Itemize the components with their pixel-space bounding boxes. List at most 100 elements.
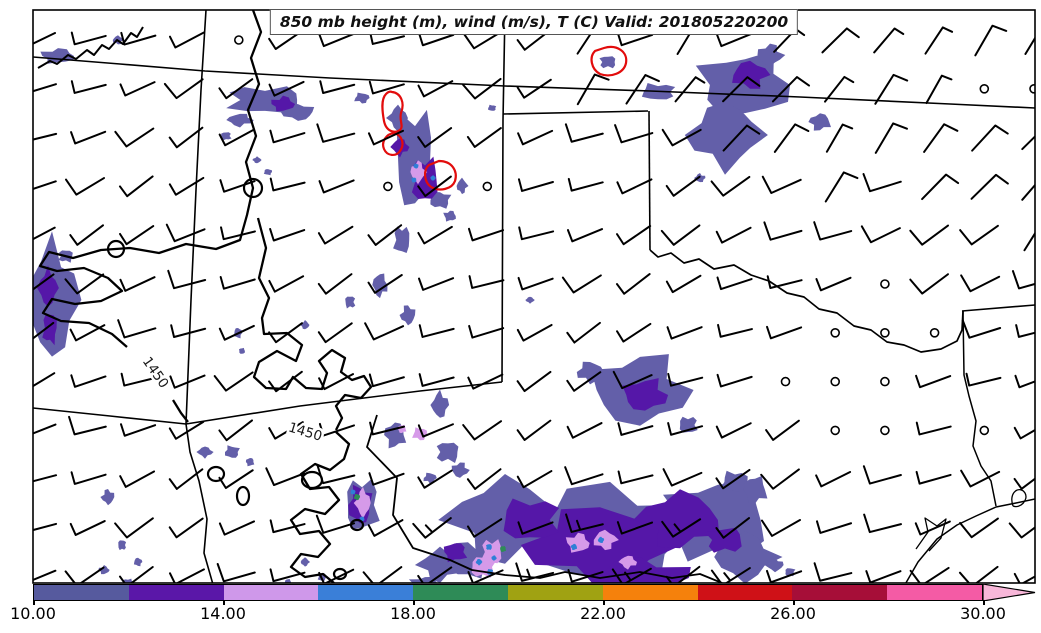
wind-barb: [33, 372, 56, 391]
wind-barb: [33, 123, 58, 143]
wind-barb: [921, 173, 960, 201]
wind-barb: [612, 370, 653, 390]
wind-barb: [667, 422, 704, 436]
temperature-fill-blob: [808, 113, 831, 131]
wind-barb: [1011, 270, 1035, 290]
temperature-fill-blob: [438, 474, 560, 564]
wind-barb: [33, 226, 56, 244]
wind-barb: [69, 324, 106, 342]
wind-barb: [64, 566, 105, 583]
wind-barb: [168, 126, 204, 149]
wind-barb: [773, 123, 810, 153]
wind-barb: [317, 322, 353, 344]
wind-barb: [114, 517, 154, 539]
wind-barb: [517, 521, 554, 535]
wind-barb: [467, 227, 505, 242]
wind-barb: [763, 221, 803, 241]
temperature-fill-blob: [443, 543, 468, 563]
wind-barb: [167, 269, 207, 290]
wind-barb: [64, 273, 105, 295]
temperature-fill-blob: [271, 95, 296, 112]
wind-barb: [611, 567, 652, 583]
wind-barb: [909, 224, 950, 246]
colorbar-tick: [983, 600, 985, 605]
wind-barb: [468, 275, 505, 289]
wind-barb: [874, 122, 908, 154]
wind-barb: [566, 321, 601, 344]
wind-barb: [119, 276, 156, 292]
wind-barb: [316, 464, 356, 485]
calm-wind-circle: [979, 84, 990, 94]
colorbar-arrow-tip: [983, 584, 1036, 601]
wind-barb: [873, 27, 905, 54]
wind-barb: [661, 518, 702, 538]
wind-barb: [114, 127, 155, 148]
wind-barb: [760, 468, 800, 490]
calm-wind-circle: [780, 376, 791, 387]
temperature-fill-blob: [300, 557, 311, 567]
temperature-fill-blob: [133, 557, 143, 567]
colorbar-tick: [603, 600, 605, 605]
temperature-fill-blob: [491, 555, 497, 561]
temperature-fill-blob: [354, 493, 361, 501]
temperature-fill-blob: [37, 265, 59, 307]
temperature-shading-layer: [33, 35, 831, 583]
height-contour: [289, 431, 351, 583]
wind-barb: [70, 130, 107, 145]
wind-barb: [1013, 468, 1035, 490]
wind-barb: [368, 472, 405, 486]
wind-barb: [318, 568, 355, 583]
wind-barb: [617, 470, 654, 485]
wind-barb: [168, 517, 204, 539]
wind-barb: [971, 124, 1009, 152]
wind-barb: [815, 276, 852, 292]
height-contour-label: 1450: [139, 354, 172, 391]
wind-barb: [761, 175, 802, 194]
colorbar-tick: [33, 600, 35, 605]
wind-barb: [368, 373, 405, 388]
wind-barb: [824, 171, 859, 203]
wind-barb: [1013, 421, 1035, 440]
calm-wind-circle: [929, 327, 940, 338]
wind-barb: [616, 225, 652, 246]
wind-barb: [561, 274, 602, 294]
temperature-fill-blob: [350, 489, 356, 495]
wind-barb: [766, 325, 803, 340]
calm-wind-circle: [880, 425, 890, 436]
colorbar-tick: [793, 600, 795, 605]
colorbar-tick-label: 10.00: [10, 604, 56, 623]
wind-barb: [369, 421, 406, 436]
colorbar-arrow: [983, 584, 1036, 601]
wind-barb: [369, 31, 406, 45]
map-border-line: [185, 423, 214, 583]
wind-barb: [168, 420, 205, 440]
wind-barb: [710, 175, 751, 197]
wind-barb: [318, 422, 355, 437]
wind-barb: [674, 76, 706, 103]
temperature-fill-blob: [451, 462, 470, 478]
wind-barb: [33, 179, 57, 193]
wind-barb: [517, 178, 554, 192]
temperature-fill-blob: [430, 175, 436, 181]
colorbar-tick: [413, 600, 415, 605]
wind-barb: [269, 227, 306, 242]
wind-barb: [923, 123, 959, 153]
wind-barb: [466, 518, 503, 538]
wind-barb: [959, 224, 999, 246]
wind-barb: [925, 74, 953, 105]
wind-barb: [68, 415, 107, 436]
wind-barb: [815, 470, 852, 488]
wind-barb: [467, 569, 504, 583]
temperature-fill-blob: [593, 529, 619, 551]
wind-barb: [516, 323, 553, 342]
wind-barb: [220, 226, 256, 241]
wind-barb: [566, 371, 602, 392]
map-border-line: [649, 249, 964, 353]
wind-barb: [616, 322, 652, 343]
temperature-fill-blob: [684, 102, 768, 175]
wind-barb: [417, 277, 455, 291]
temperature-fill-blob: [743, 475, 768, 504]
map-border-line: [366, 414, 723, 583]
wind-barb: [216, 562, 256, 583]
wind-barb: [617, 422, 654, 436]
